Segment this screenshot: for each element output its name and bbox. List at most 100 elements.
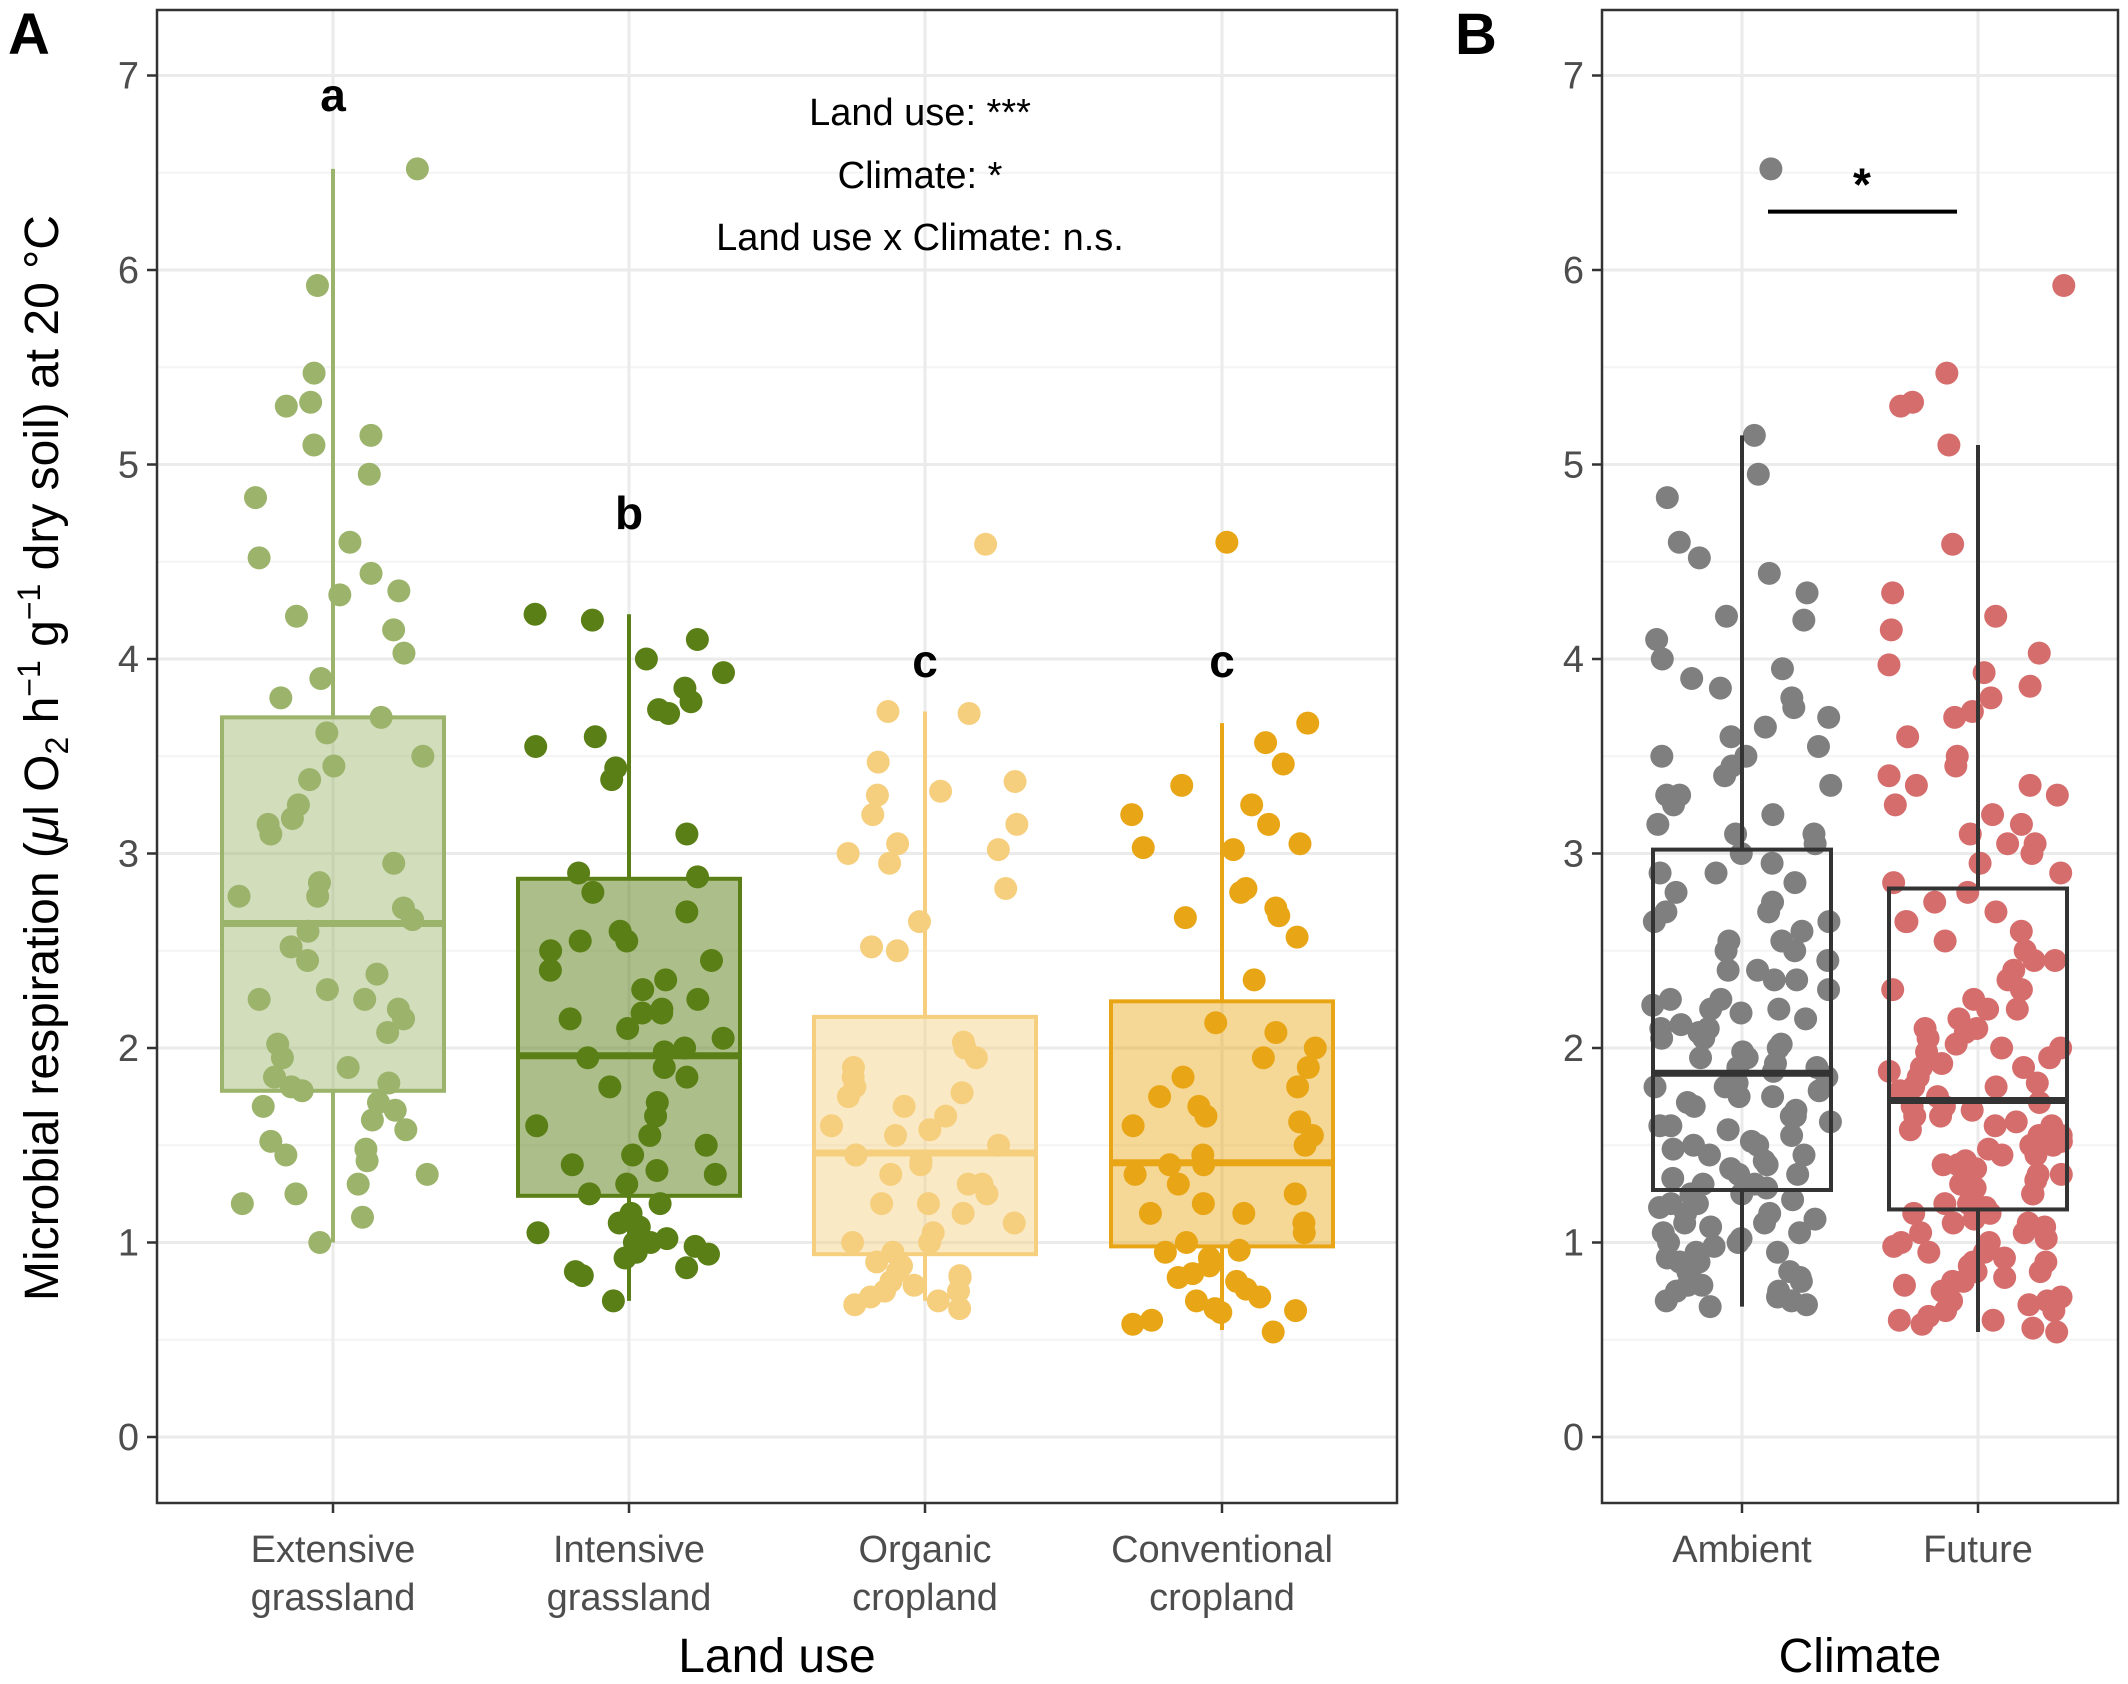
- data-point: [1667, 530, 1691, 554]
- data-point: [1661, 1137, 1685, 1161]
- data-point: [1643, 1075, 1667, 1099]
- data-point: [539, 939, 563, 963]
- data-point: [1257, 812, 1281, 836]
- data-point: [1909, 1055, 1933, 1079]
- data-point: [2021, 1182, 2045, 1206]
- data-point: [1909, 1221, 1933, 1245]
- data-point: [615, 1172, 639, 1196]
- panel-a-x-tick-label: Intensive: [553, 1529, 705, 1571]
- data-point: [1654, 900, 1678, 924]
- data-point: [881, 1240, 905, 1264]
- data-point: [1767, 997, 1791, 1021]
- data-point: [1729, 1001, 1753, 1025]
- data-point: [892, 1094, 916, 1118]
- data-point: [322, 754, 346, 778]
- data-point: [886, 832, 910, 856]
- data-point: [598, 1075, 622, 1099]
- data-point: [1956, 880, 1980, 904]
- ylabel-suffix: dry soil) at 20 °C: [16, 215, 69, 584]
- data-point: [570, 1264, 594, 1288]
- data-point: [411, 744, 435, 768]
- data-point: [1783, 871, 1807, 895]
- data-point: [256, 812, 280, 836]
- data-point: [1655, 783, 1679, 807]
- data-point: [1227, 1238, 1251, 1262]
- data-point: [1719, 725, 1743, 749]
- data-point: [560, 1153, 584, 1177]
- data-point: [1739, 1129, 1763, 1153]
- data-point: [1984, 1075, 2008, 1099]
- data-point: [1984, 900, 2008, 924]
- panel-b-y-tick-label: 0: [1563, 1417, 1584, 1459]
- data-point: [1676, 1260, 1700, 1284]
- data-point: [1931, 1153, 1955, 1177]
- data-point: [1904, 773, 1928, 797]
- data-point: [1283, 1182, 1307, 1206]
- data-point: [1996, 832, 2020, 856]
- data-point: [1187, 1094, 1211, 1118]
- ylabel-h: h: [16, 697, 69, 737]
- data-point: [1166, 1266, 1190, 1290]
- data-point: [350, 1205, 374, 1229]
- data-point: [2043, 948, 2067, 972]
- data-point: [634, 647, 658, 671]
- data-point: [1203, 1297, 1227, 1321]
- data-point: [394, 1118, 418, 1142]
- data-point: [2018, 674, 2042, 698]
- data-point: [1937, 433, 1961, 457]
- data-point: [1817, 910, 1841, 934]
- stats-annotation: Land use: ***: [809, 92, 1031, 134]
- data-point: [861, 803, 885, 827]
- data-point: [1965, 1017, 1989, 1041]
- data-point: [909, 1149, 933, 1173]
- data-point: [699, 948, 723, 972]
- data-point: [1802, 822, 1826, 846]
- data-point: [1166, 1172, 1190, 1196]
- data-point: [1131, 836, 1155, 860]
- data-point: [298, 768, 322, 792]
- data-point: [2027, 641, 2051, 665]
- data-point: [387, 579, 411, 603]
- data-point: [1716, 958, 1740, 982]
- data-point: [1794, 1007, 1818, 1031]
- data-point: [2017, 1293, 2041, 1317]
- data-point: [1990, 1036, 2014, 1060]
- data-point: [844, 1143, 868, 1167]
- data-point: [1655, 486, 1679, 510]
- data-point: [284, 1182, 308, 1206]
- data-point: [1221, 838, 1245, 862]
- data-point: [376, 1020, 400, 1044]
- panel-a-y-tick-label: 6: [118, 250, 139, 292]
- data-point: [1123, 1162, 1147, 1186]
- data-point: [2009, 812, 2033, 836]
- data-point: [1675, 1090, 1699, 1114]
- data-point: [251, 1094, 275, 1118]
- data-point: [1816, 948, 1840, 972]
- data-point: [1883, 793, 1907, 817]
- data-point: [377, 1071, 401, 1095]
- data-point: [259, 1129, 283, 1153]
- data-point: [2025, 1071, 2049, 1095]
- data-point: [1727, 1085, 1751, 1109]
- data-point: [1120, 803, 1144, 827]
- data-point: [336, 1055, 360, 1079]
- panel-b-significance: *: [1768, 159, 1957, 214]
- data-point: [338, 530, 362, 554]
- data-point: [870, 1192, 894, 1216]
- data-point: [951, 1030, 975, 1054]
- panel-b-y-tick-label: 2: [1563, 1028, 1584, 1070]
- data-point: [1296, 1055, 1320, 1079]
- data-point: [357, 462, 381, 486]
- data-point: [1709, 987, 1733, 1011]
- panel-a-y-tick-label: 3: [118, 834, 139, 876]
- data-point: [274, 394, 298, 418]
- data-point: [994, 877, 1018, 901]
- data-point: [1240, 793, 1264, 817]
- data-point: [523, 602, 547, 626]
- data-point: [2049, 861, 2073, 885]
- data-point: [1976, 997, 2000, 1021]
- panel-a-y-tick-label: 7: [118, 56, 139, 98]
- data-point: [1757, 561, 1781, 585]
- data-point: [2018, 773, 2042, 797]
- data-point: [1173, 906, 1197, 930]
